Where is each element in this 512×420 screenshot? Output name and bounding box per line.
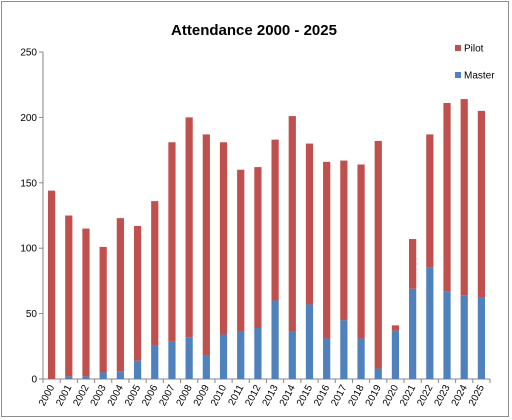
x-tick-label: 2018	[347, 383, 367, 408]
x-tick-label: 2010	[209, 383, 229, 408]
bar-pilot-2022	[426, 134, 434, 268]
bar-pilot-2003	[99, 246, 107, 373]
y-axis: 0 50 100 150 200 250	[20, 48, 44, 386]
bar-master-2018	[357, 338, 365, 379]
bar-master-2020	[391, 330, 400, 379]
x-tick-label: 2006	[140, 383, 160, 408]
bar-master-2012	[254, 327, 262, 379]
x-tick-label: 2004	[106, 383, 126, 408]
bar-pilot-2005	[133, 225, 142, 361]
x-tick-label: 2024	[450, 383, 470, 408]
bar-master-2006	[151, 344, 159, 379]
legend-label-master: Master	[464, 71, 495, 82]
chart-title: Attendance 2000 - 2025	[171, 22, 337, 39]
x-tick-label: 2025	[467, 383, 487, 408]
bar-master-2004	[116, 371, 124, 379]
bar-master-2009	[202, 355, 210, 379]
bar-pilot-2012	[254, 167, 262, 328]
legend-label-pilot: Pilot	[464, 44, 484, 55]
bar-pilot-2013	[271, 139, 279, 301]
x-tick-label: 2007	[157, 383, 177, 408]
bar-pilot-2024	[460, 99, 468, 296]
legend: Pilot Master	[455, 44, 495, 82]
x-tick-label: 2016	[312, 383, 332, 408]
bar-master-2002	[82, 376, 90, 379]
bar-master-2016	[323, 338, 331, 379]
bar-pilot-2015	[305, 143, 314, 305]
x-axis: 2000200120022003200420052006200720082009…	[37, 378, 491, 408]
bar-pilot-2023	[443, 103, 451, 292]
bar-master-2022	[426, 267, 434, 379]
x-tick-label: 2014	[278, 383, 298, 408]
y-tick-label: 200	[20, 113, 37, 124]
bar-master-2024	[460, 295, 468, 379]
bar-pilot-2014	[288, 116, 296, 332]
bar-master-2008	[185, 337, 193, 379]
bar-master-2017	[340, 320, 348, 379]
bar-master-2014	[288, 331, 296, 379]
x-tick-label: 2003	[89, 383, 109, 408]
bar-pilot-2020	[391, 325, 400, 331]
x-tick-label: 2015	[295, 383, 315, 408]
bar-master-2005	[133, 360, 142, 379]
bar-pilot-2007	[168, 142, 176, 342]
bar-pilot-2021	[409, 239, 417, 289]
y-tick-label: 150	[20, 178, 37, 189]
bar-master-2021	[409, 288, 417, 379]
x-tick-label: 2013	[261, 383, 281, 408]
bar-pilot-2025	[477, 110, 486, 298]
bar-pilot-2002	[82, 228, 90, 377]
bar-master-2023	[443, 291, 451, 379]
bar-master-2025	[477, 297, 486, 379]
bar-pilot-2010	[219, 142, 228, 335]
bar-pilot-2008	[185, 117, 193, 338]
bar-pilot-2009	[202, 134, 210, 356]
x-tick-label: 2023	[433, 383, 453, 408]
bar-pilot-2019	[374, 140, 382, 369]
bar-master-2010	[219, 334, 228, 379]
x-tick-label: 2019	[364, 383, 384, 408]
x-tick-label: 2021	[398, 383, 418, 408]
bar-master-2007	[168, 341, 176, 379]
y-tick-label: 0	[31, 375, 37, 386]
bar-master-2011	[237, 331, 245, 379]
bar-master-2019	[374, 368, 382, 379]
bar-master-2001	[65, 376, 73, 379]
bar-pilot-2016	[323, 161, 331, 339]
bar-pilot-2006	[151, 201, 159, 345]
legend-swatch-pilot	[455, 45, 461, 51]
bar-pilot-2001	[65, 215, 73, 377]
x-tick-label: 2000	[37, 383, 57, 408]
bar-pilot-2011	[237, 169, 245, 332]
y-tick-label: 50	[26, 309, 38, 320]
bar-pilot-2018	[357, 164, 365, 339]
x-tick-label: 2022	[415, 383, 435, 408]
x-tick-label: 2017	[329, 383, 349, 408]
x-tick-label: 2008	[175, 383, 195, 408]
bar-master-2015	[305, 304, 314, 379]
x-tick-label: 2001	[54, 383, 74, 408]
x-tick-label: 2009	[192, 383, 212, 408]
x-tick-label: 2012	[243, 383, 263, 408]
bar-pilot-2000	[47, 190, 56, 379]
x-tick-label: 2002	[71, 383, 91, 408]
bars	[47, 99, 486, 379]
y-tick-label: 100	[20, 244, 37, 255]
y-tick-label: 250	[20, 48, 37, 59]
x-tick-label: 2020	[381, 383, 401, 408]
bar-pilot-2004	[116, 218, 124, 372]
legend-swatch-master	[455, 72, 461, 78]
bar-pilot-2017	[340, 160, 348, 321]
x-tick-label: 2005	[123, 383, 143, 408]
bar-master-2013	[271, 300, 279, 379]
bar-master-2003	[99, 372, 107, 379]
